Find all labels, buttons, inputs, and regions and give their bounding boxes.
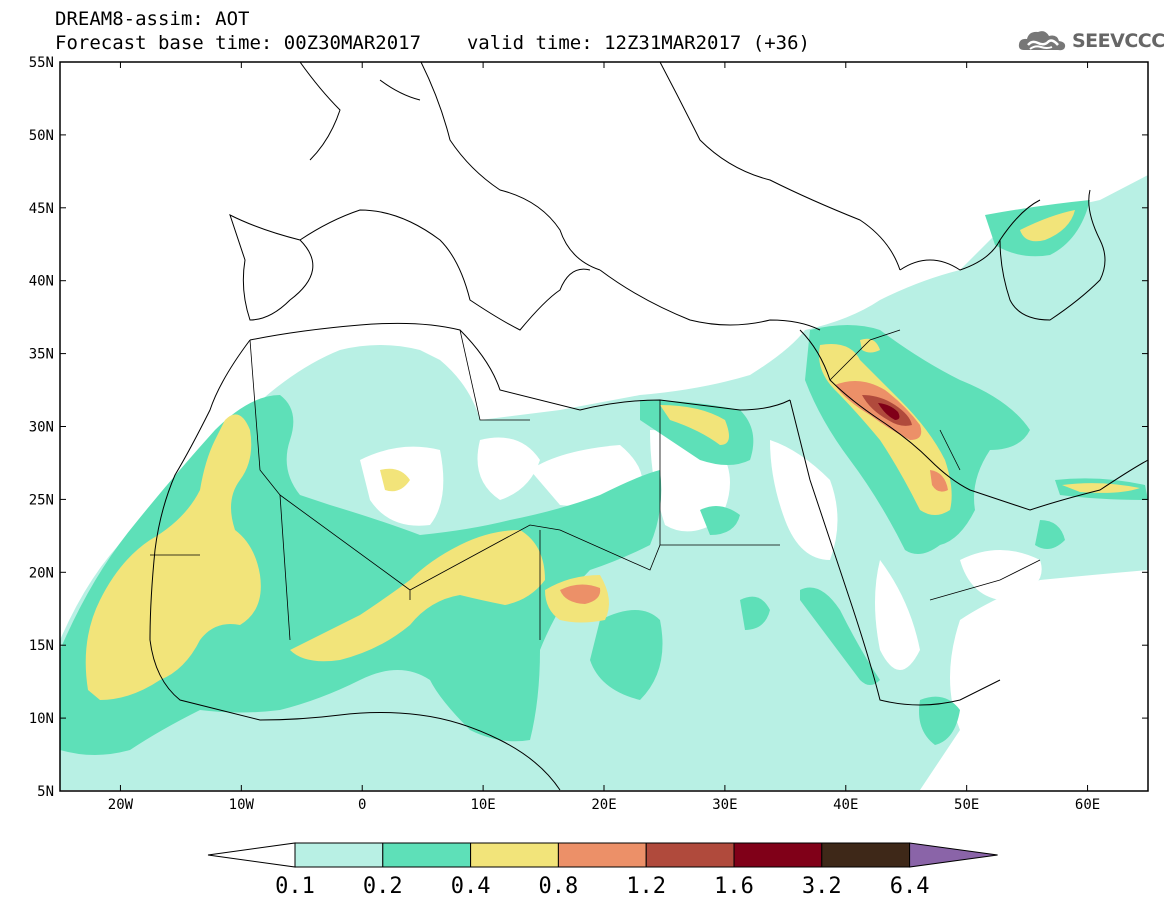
colorbar-under-arrow bbox=[207, 842, 296, 868]
cloud-icon bbox=[1018, 31, 1066, 51]
valid-time: valid time: 12Z31MAR2017 (+36) bbox=[466, 32, 810, 54]
lat-label: 55N bbox=[29, 55, 54, 71]
lat-label: 30N bbox=[29, 420, 54, 436]
aot-layer-1.6 bbox=[878, 403, 900, 420]
map-plot-area bbox=[60, 62, 1148, 791]
map-title: DREAM8-assim: AOT bbox=[55, 8, 250, 30]
base-time: Forecast base time: 00Z30MAR2017 bbox=[55, 32, 422, 54]
latitude-labels: 5N 10N 15N 20N 25N 30N 35N 40N 45N 50N 55N bbox=[29, 55, 1148, 800]
lat-label: 20N bbox=[29, 565, 54, 581]
lon-label: 0 bbox=[358, 797, 366, 813]
colorbar-segment bbox=[294, 842, 384, 868]
country-borders bbox=[150, 329, 1041, 641]
colorbar-segment bbox=[557, 842, 647, 868]
colorbar-label: 3.2 bbox=[802, 874, 842, 899]
logo-text: SEEVCCC bbox=[1072, 30, 1165, 52]
colorbar-segment bbox=[470, 842, 559, 868]
lon-label: 10E bbox=[470, 797, 495, 813]
seevccc-logo: SEEVCCC bbox=[1018, 26, 1165, 56]
colorbar-label: 1.6 bbox=[714, 874, 754, 899]
longitude-labels: 20W 10W 0 10E 20E 30E 40E 50E 60E bbox=[108, 62, 1100, 813]
aot-layer-0.4 bbox=[85, 210, 1140, 700]
colorbar-label: 6.4 bbox=[890, 874, 930, 899]
colorbar-labels: 0.1 0.2 0.4 0.8 1.2 1.6 3.2 6.4 bbox=[275, 874, 929, 899]
colorbar-over-arrow bbox=[909, 842, 998, 868]
aot-clear-patches bbox=[360, 430, 1042, 670]
lon-label: 20E bbox=[591, 797, 616, 813]
colorbar-label: 0.2 bbox=[363, 874, 403, 899]
lat-label: 45N bbox=[29, 201, 54, 217]
lon-label: 30E bbox=[712, 797, 737, 813]
lon-label: 50E bbox=[954, 797, 979, 813]
aot-colorbar bbox=[207, 842, 998, 868]
colorbar-label: 1.2 bbox=[626, 874, 666, 899]
lat-label: 50N bbox=[29, 128, 54, 144]
lon-label: 20W bbox=[108, 797, 134, 813]
colorbar-segment bbox=[645, 842, 735, 868]
colorbar-label: 0.8 bbox=[539, 874, 579, 899]
lat-label: 25N bbox=[29, 492, 54, 508]
colorbar-label: 0.4 bbox=[451, 874, 491, 899]
forecast-times: Forecast base time: 00Z30MAR2017 valid t… bbox=[55, 32, 810, 54]
lat-label: 15N bbox=[29, 638, 54, 654]
lon-label: 60E bbox=[1075, 797, 1100, 813]
colorbar-segment bbox=[733, 842, 823, 868]
colorbar-segment bbox=[821, 842, 911, 868]
coastlines bbox=[149, 62, 1148, 791]
lat-label: 10N bbox=[29, 711, 54, 727]
lat-label: 40N bbox=[29, 274, 54, 290]
lat-label: 35N bbox=[29, 347, 54, 363]
lon-label: 10W bbox=[229, 797, 255, 813]
colorbar-label: 0.1 bbox=[275, 874, 315, 899]
lon-label: 40E bbox=[833, 797, 858, 813]
lat-label: 5N bbox=[37, 784, 54, 800]
colorbar-segment bbox=[382, 842, 472, 868]
